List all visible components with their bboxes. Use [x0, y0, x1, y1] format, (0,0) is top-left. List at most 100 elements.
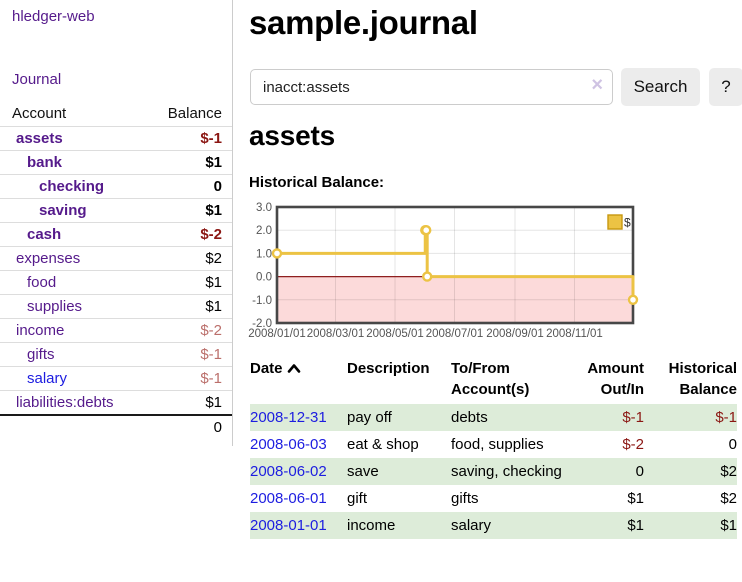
account-balance: $1 — [205, 394, 222, 411]
transaction-date-link[interactable]: 2008-06-01 — [250, 490, 327, 507]
y-axis-tick-label: 3.0 — [256, 202, 272, 214]
account-link[interactable]: gifts — [27, 346, 55, 363]
account-link[interactable]: saving — [39, 202, 87, 219]
account-balance: $-1 — [200, 370, 222, 387]
register-balance-cell: 0 — [728, 436, 737, 453]
clear-icon[interactable]: × — [591, 74, 603, 96]
transaction-date-link[interactable]: 2008-01-01 — [250, 517, 327, 534]
account-link[interactable]: checking — [39, 178, 105, 195]
account-row-expenses: expenses $2 — [0, 246, 232, 270]
data-point-marker — [421, 225, 432, 236]
balance-chart: 3.0 2.0 1.0 0.0 -1.0 -2.0 2008/01/01 2008/03/01… — [248, 198, 668, 348]
register-column-header-label: Historical — [668, 360, 737, 377]
account-link[interactable]: food — [27, 274, 57, 291]
x-axis-tick-label: 2008/09/01 — [486, 328, 544, 340]
register-row: 2008-06-01 gift gifts $1 $2 — [250, 485, 737, 512]
data-point-marker — [422, 271, 433, 282]
transaction-date-link[interactable]: 2008-12-31 — [250, 409, 327, 426]
register-balance-cell: $-1 — [715, 409, 737, 426]
register-column-header: Historical Balance — [644, 357, 737, 404]
accounts-table-header: Account Balance — [0, 100, 232, 126]
register-header-row: Date Description To/From Account(s) Amount Ou… — [250, 357, 737, 404]
account-row-income: income $-2 — [0, 318, 232, 342]
search-bar: × Search ? — [250, 68, 742, 106]
accounts-table: Account Balance assets $-1 bank $1 checking 0… — [0, 100, 232, 439]
account-link[interactable]: expenses — [16, 250, 81, 267]
account-row-checking: checking 0 — [0, 174, 232, 198]
account-link[interactable]: liabilities:debts — [16, 394, 114, 411]
register-date-cell: 2008-06-03 — [250, 431, 347, 458]
account-balance: $-2 — [200, 226, 222, 243]
register-accounts-cell: saving, checking — [451, 463, 562, 480]
x-axis-tick-label: 2008/11/01 — [546, 328, 603, 340]
sort-ascending-icon — [287, 364, 300, 373]
y-axis-tick-label: -2.0 — [252, 318, 272, 330]
brand-link[interactable]: hledger-web — [12, 8, 95, 25]
y-axis-tick-label: 0.0 — [256, 272, 272, 284]
register-balance-cell: $2 — [720, 490, 737, 507]
register-row: 2008-12-31 pay off debts $-1 $-1 — [250, 404, 737, 431]
register-balance-cell: $2 — [720, 463, 737, 480]
account-row-cash: cash $-2 — [0, 222, 232, 246]
register-accounts-cell: gifts — [451, 490, 479, 507]
x-axis-tick-label: 2008/01/01 — [248, 328, 306, 340]
register-accounts-cell: food, supplies — [451, 436, 544, 453]
register-date-cell: 2008-12-31 — [250, 404, 347, 431]
page-title: sample.journal — [249, 4, 478, 41]
legend-swatch — [607, 214, 623, 230]
account-row-supplies: supplies $1 — [0, 294, 232, 318]
register-accounts-cell: debts — [451, 409, 488, 426]
transaction-date-link[interactable]: 2008-06-03 — [250, 436, 327, 453]
account-link[interactable]: assets — [16, 130, 63, 147]
help-button[interactable]: ? — [709, 68, 742, 106]
x-axis-tick-label: 2008/07/01 — [426, 328, 484, 340]
account-link[interactable]: bank — [27, 154, 63, 171]
account-link[interactable]: income — [16, 322, 65, 339]
account-balance: $-1 — [200, 130, 222, 147]
sidebar: hledger-web Journal Account Balance asse… — [0, 0, 233, 446]
search-input[interactable] — [250, 69, 613, 105]
x-axis-tick-label: 2008/03/01 — [307, 328, 365, 340]
register-balance-cell: $1 — [720, 517, 737, 534]
x-axis-tick-label: 2008/05/01 — [366, 328, 424, 340]
accounts-total-value: 0 — [213, 419, 222, 436]
account-link[interactable]: supplies — [27, 298, 83, 315]
register-column-header: Amount Out/In — [563, 357, 644, 404]
account-balance: $1 — [205, 274, 222, 291]
negative-region — [277, 276, 633, 323]
register-amount-cell: 0 — [635, 463, 644, 480]
register-column-header-label: Account(s) — [451, 381, 530, 398]
register-description-cell: eat & shop — [347, 436, 419, 453]
account-balance: $-2 — [200, 322, 222, 339]
transaction-date-link[interactable]: 2008-06-02 — [250, 463, 327, 480]
account-row-bank: bank $1 — [0, 150, 232, 174]
register-column-header-label: To/From — [451, 360, 510, 377]
register-date-cell: 2008-06-01 — [250, 485, 347, 512]
register-column-header-label: Amount — [587, 360, 644, 377]
register-description-cell: income — [347, 517, 396, 534]
sidebar-item-journal[interactable]: Journal — [12, 71, 62, 88]
search-button[interactable]: Search — [621, 68, 700, 106]
register-date-cell: 2008-01-01 — [250, 512, 347, 539]
chart-section-label: Historical Balance: — [249, 174, 385, 191]
account-column-header: Account — [12, 104, 67, 122]
register-amount-cell: $-1 — [622, 409, 644, 426]
account-row-liabilities-debts: liabilities:debts $1 — [0, 390, 232, 414]
register-accounts-cell: salary — [451, 517, 492, 534]
register-row: 2008-06-03 eat & shop food, supplies $-2 0 — [250, 431, 737, 458]
plot-border — [275, 205, 635, 325]
register-description-cell: pay off — [347, 409, 392, 426]
register-description-cell: save — [347, 463, 379, 480]
account-balance: $-1 — [200, 346, 222, 363]
account-link[interactable]: salary — [27, 370, 68, 387]
balance-column-header: Balance — [167, 104, 222, 122]
account-heading: assets — [249, 120, 335, 151]
register-column-header[interactable]: Date — [250, 357, 347, 404]
account-balance: $1 — [205, 298, 222, 315]
register-table: Date Description To/From Account(s) Amount Ou… — [250, 357, 737, 539]
accounts-total-row: 0 — [0, 414, 232, 439]
account-row-salary: salary $-1 — [0, 366, 232, 390]
account-link[interactable]: cash — [27, 226, 62, 243]
data-point-marker — [627, 294, 639, 306]
